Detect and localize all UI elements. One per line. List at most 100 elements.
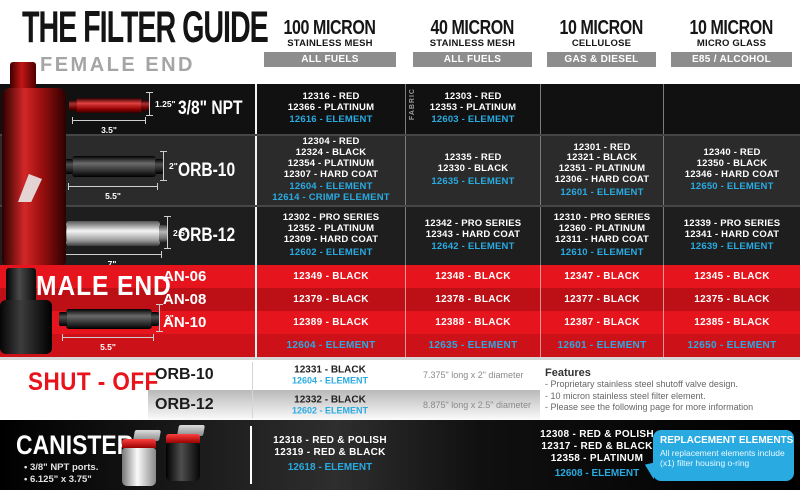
column-header-40-micron: 40 MICRON STAINLESS MESH ALL FUELS bbox=[405, 18, 540, 67]
element-part-number: 12604 - ELEMENT bbox=[289, 181, 373, 193]
column-media-label: STAINLESS MESH bbox=[429, 38, 516, 49]
element-part-number: 12650 - ELEMENT bbox=[663, 334, 800, 357]
part-number: 12375 - BLACK bbox=[663, 288, 800, 311]
cell-orb10-10micron-cellulose: 12301 - RED 12321 - BLACK 12351 - PLATINUM… bbox=[540, 136, 663, 205]
shutoff-row-orb12: ORB-12 12332 - BLACK 12602 - ELEMENT 8.8… bbox=[0, 390, 800, 420]
part-number: 12311 - HARD COAT bbox=[554, 234, 650, 245]
replacement-elements-callout: REPLACEMENT ELEMENTS All replacement ele… bbox=[653, 430, 794, 481]
npt-filter-photo: 1.25" 3.5" bbox=[68, 89, 176, 135]
feature-item: - Please see the following page for more… bbox=[545, 402, 754, 412]
cell-npt-10micron-microglass bbox=[663, 84, 800, 134]
filter-cylinder-image bbox=[76, 98, 142, 113]
canister-photos bbox=[120, 424, 220, 486]
spec-bullet: • 3/8" NPT ports. bbox=[24, 462, 99, 473]
shutoff-row-orb10: ORB-10 12331 - BLACK 12604 - ELEMENT 7.3… bbox=[0, 360, 800, 390]
column-micron-label: 100 MICRON bbox=[283, 17, 377, 39]
column-media-label: CELLULOSE bbox=[571, 38, 632, 49]
part-number: 12360 - PLATINUM bbox=[558, 223, 646, 235]
column-micron-label: 10 MICRON bbox=[559, 17, 644, 39]
page-title-text: THE FILTER GUIDE bbox=[22, 2, 269, 52]
part-number: 12379 - BLACK bbox=[255, 288, 405, 311]
shut-off-section: SHUT - OFF ORB-10 12331 - BLACK 12604 - … bbox=[0, 357, 800, 420]
element-part-number: 12608 - ELEMENT bbox=[554, 468, 640, 479]
element-part-number: 12610 - ELEMENT bbox=[560, 246, 644, 258]
part-number: 12346 - HARD COAT bbox=[684, 168, 780, 180]
part-number: 12301 - RED bbox=[573, 141, 631, 153]
dimensions-note: 8.875" long x 2.5" diameter bbox=[423, 400, 531, 410]
column-header-10-micron-microglass: 10 MICRON MICRO GLASS E85 / ALCOHOL bbox=[663, 17, 800, 67]
chrome-canister-photo bbox=[122, 430, 161, 488]
black-canister-photo bbox=[166, 425, 205, 483]
dimension-line bbox=[164, 216, 171, 249]
filter-body-image bbox=[2, 88, 66, 265]
part-number: 12352 - PLATINUM bbox=[287, 223, 375, 235]
diameter-dimension: 1.25" bbox=[146, 92, 176, 116]
element-part-number: 12603 - ELEMENT bbox=[431, 114, 515, 126]
element-part-number: 12650 - ELEMENT bbox=[690, 181, 774, 193]
element-part-number: 12602 - ELEMENT bbox=[291, 405, 369, 416]
red-canister-filter-photo bbox=[0, 62, 72, 265]
canister-body-image bbox=[122, 448, 156, 486]
row-label-cell-npt: 1.25" 3.5" 3/8" NPT bbox=[0, 84, 255, 135]
element-part-number: 12618 - ELEMENT bbox=[287, 462, 373, 473]
cell-orb12-10micron-microglass: 12339 - PRO SERIES 12341 - HARD COAT 1263… bbox=[663, 207, 800, 265]
fuel-type-badge: GAS & DIESEL bbox=[547, 52, 656, 67]
male-row-an10: AN-10 12389 - BLACK 12388 - BLACK 12387 … bbox=[0, 311, 800, 334]
fitting-top-image bbox=[6, 268, 36, 304]
part-number: 12345 - BLACK bbox=[663, 265, 800, 288]
cell-npt-40micron: FABRIC 12303 - RED 12353 - PLATINUM 12603… bbox=[405, 84, 540, 134]
filter-cylinder-image bbox=[66, 309, 152, 329]
features-title: Features bbox=[545, 367, 591, 379]
orb12-filter-photo: 2.5" 7" bbox=[58, 212, 189, 269]
part-number: 12343 - HARD COAT bbox=[425, 228, 521, 240]
column-media-label: MICRO GLASS bbox=[696, 38, 767, 49]
table-row-npt: 1.25" 3.5" 3/8" NPT 12316 - RED 12366 - P… bbox=[0, 84, 800, 135]
element-part-number: 12602 - ELEMENT bbox=[289, 246, 373, 258]
male-filter-photo: 2" 5.5" bbox=[58, 301, 182, 353]
red-cap-image bbox=[122, 439, 156, 448]
fitting-hex-image bbox=[0, 300, 52, 354]
red-cap-image bbox=[166, 434, 200, 443]
column-media-label: STAINLESS MESH bbox=[287, 38, 373, 49]
dimension-line bbox=[146, 92, 153, 116]
canister-parts-100micron: 12318 - RED & POLISH 12319 - RED & BLACK … bbox=[255, 435, 405, 474]
part-number: 12366 - PLATINUM bbox=[287, 101, 375, 113]
cell-orb12-100micron: 12302 - PRO SERIES 12352 - PLATINUM 12309 … bbox=[255, 207, 405, 265]
part-number: 12385 - BLACK bbox=[663, 311, 800, 334]
part-number: 12353 - PLATINUM bbox=[429, 101, 517, 113]
row-label-cell-orb12: 2.5" 7" ORB-12 bbox=[0, 207, 255, 269]
row-label: ORB-12 bbox=[178, 225, 236, 246]
dimensions-note: 7.375" long x 2" diameter bbox=[423, 370, 524, 380]
column-header-100-micron: 100 MICRON STAINLESS MESH ALL FUELS bbox=[255, 17, 405, 67]
part-number: 12341 - HARD COAT bbox=[684, 228, 780, 240]
element-part-number: 12642 - ELEMENT bbox=[431, 241, 515, 253]
length-dimension: 5.5" bbox=[62, 334, 154, 352]
cell-orb12-40micron: 12342 - PRO SERIES 12343 - HARD COAT 1264… bbox=[405, 207, 540, 265]
row-label: ORB-12 bbox=[155, 396, 214, 413]
cell-npt-10micron-cellulose bbox=[540, 84, 663, 134]
row-label: AN-06 bbox=[163, 268, 207, 285]
part-number: 12321 - BLACK bbox=[566, 152, 638, 164]
part-number: 12354 - PLATINUM bbox=[287, 157, 375, 169]
part-number: 12342 - PRO SERIES bbox=[424, 217, 522, 229]
column-micron-label: 10 MICRON bbox=[689, 17, 774, 39]
filter-cylinder-image bbox=[66, 221, 160, 246]
part-number: 12335 - RED bbox=[444, 152, 502, 164]
male-end-title: MALE END bbox=[36, 270, 172, 301]
canister-title: CANISTER bbox=[16, 430, 134, 460]
callout-title: REPLACEMENT ELEMENTS bbox=[660, 435, 794, 446]
table-row-orb12: 2.5" 7" ORB-12 12302 - PRO SERIES 12352 -… bbox=[0, 205, 800, 269]
page-title: THE FILTER GUIDE bbox=[22, 2, 373, 52]
part-number: 12349 - BLACK bbox=[255, 265, 405, 288]
part-number: 12378 - BLACK bbox=[405, 288, 540, 311]
fuel-type-badge: ALL FUELS bbox=[413, 52, 532, 67]
part-number: 12347 - BLACK bbox=[540, 265, 663, 288]
feature-item: - 10 micron stainless steel filter eleme… bbox=[545, 390, 706, 401]
part-number: 12324 - BLACK bbox=[295, 146, 367, 158]
column-header-10-micron-cellulose: 10 MICRON CELLULOSE GAS & DIESEL bbox=[540, 17, 663, 67]
canister-parts-10micron: 12308 - RED & POLISH 12317 - RED & BLACK 1… bbox=[532, 429, 662, 480]
female-end-table: 1.25" 3.5" 3/8" NPT 12316 - RED 12366 - P… bbox=[0, 84, 800, 269]
part-number: 12350 - BLACK bbox=[696, 157, 768, 169]
part-number: 12318 - RED & POLISH bbox=[273, 435, 387, 446]
